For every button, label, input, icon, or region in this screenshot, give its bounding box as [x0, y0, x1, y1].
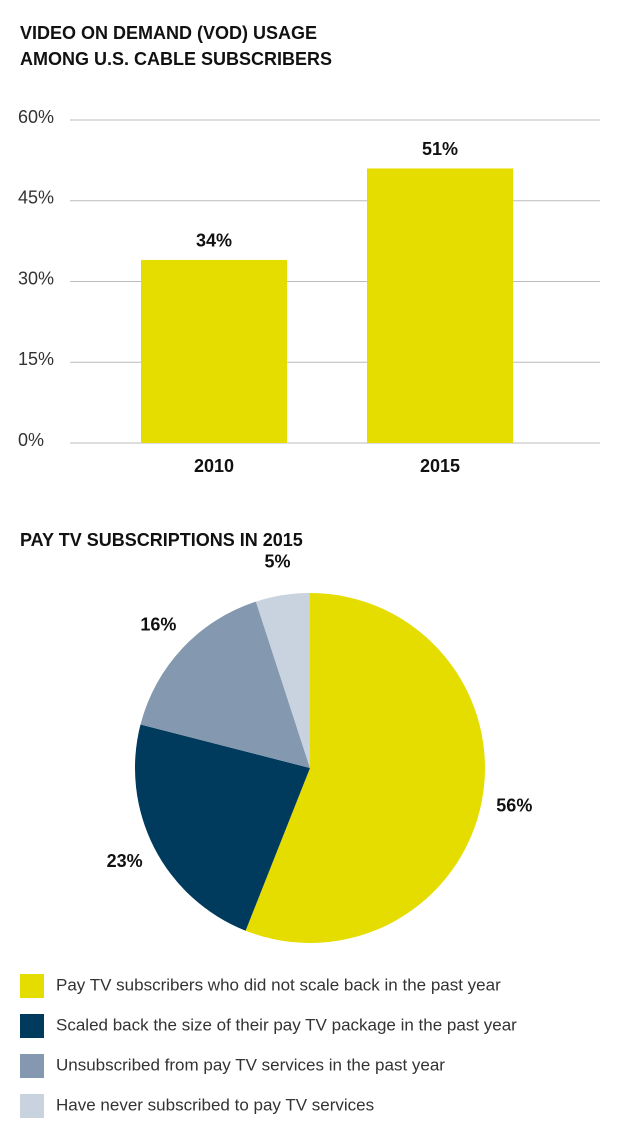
- value-label: 16%: [140, 614, 176, 634]
- bar: [367, 168, 513, 443]
- value-label: 56%: [496, 796, 532, 816]
- legend-label: Scaled back the size of their pay TV pac…: [56, 1015, 517, 1034]
- y-tick-label: 15%: [18, 349, 54, 369]
- legend-label: Have never subscribed to pay TV services: [56, 1095, 374, 1114]
- chart-title: VIDEO ON DEMAND (VOD) USAGE: [20, 23, 317, 43]
- value-label: 34%: [196, 231, 232, 251]
- pie-slice: [140, 601, 310, 768]
- chart-title: AMONG U.S. CABLE SUBSCRIBERS: [20, 49, 332, 69]
- y-tick-label: 45%: [18, 188, 54, 208]
- legend-swatch: [20, 974, 44, 998]
- y-tick-label: 30%: [18, 268, 54, 288]
- y-tick-label: 60%: [18, 107, 54, 127]
- legend-swatch: [20, 1014, 44, 1038]
- legend-label: Pay TV subscribers who did not scale bac…: [56, 975, 501, 994]
- x-tick-label: 2015: [420, 456, 460, 476]
- pie-slice: [255, 593, 310, 768]
- value-label: 23%: [107, 851, 143, 871]
- pie-slice: [245, 593, 486, 943]
- pie-slice: [135, 724, 310, 931]
- value-label: 51%: [422, 139, 458, 159]
- legend-label: Unsubscribed from pay TV services in the…: [56, 1055, 445, 1074]
- legend-swatch: [20, 1054, 44, 1078]
- y-tick-label: 0%: [18, 430, 44, 450]
- x-tick-label: 2010: [194, 456, 234, 476]
- chart-title: PAY TV SUBSCRIPTIONS IN 2015: [20, 530, 303, 550]
- value-label: 5%: [264, 551, 290, 571]
- legend-swatch: [20, 1094, 44, 1118]
- bar: [141, 259, 287, 443]
